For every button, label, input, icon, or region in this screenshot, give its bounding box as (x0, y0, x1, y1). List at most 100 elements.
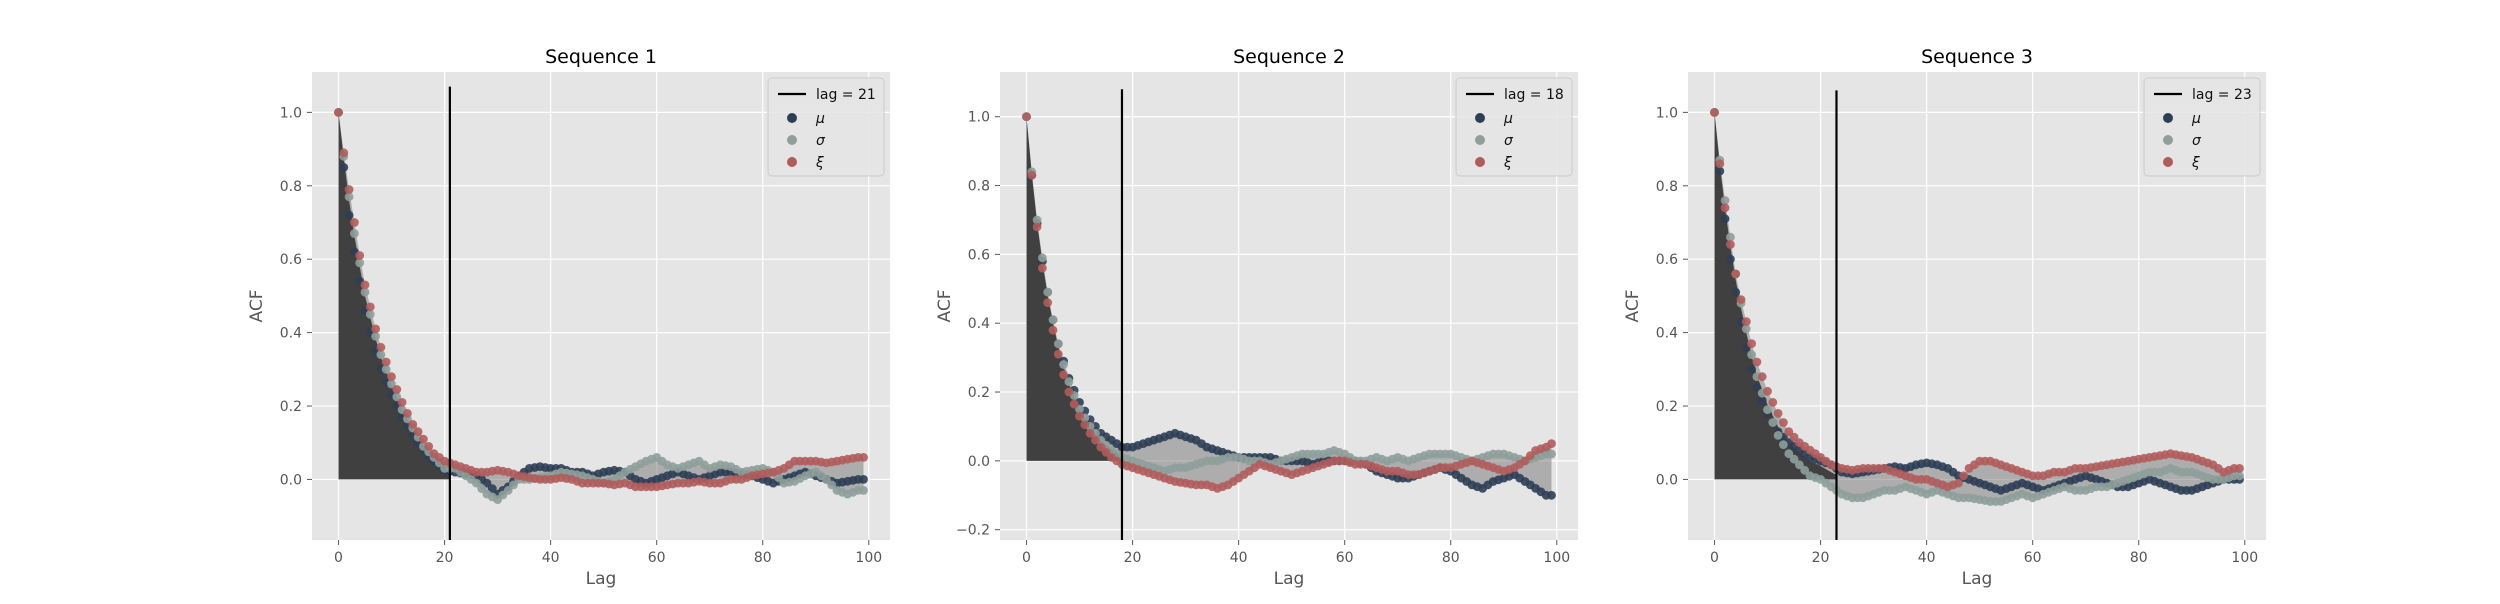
data-point (376, 342, 386, 352)
data-point (1715, 159, 1725, 169)
legend-box (767, 77, 885, 177)
legend-label-sigma: σ (1504, 133, 1514, 149)
data-point (381, 364, 391, 374)
y-tick-label: 0.8 (1656, 179, 1678, 195)
legend-label-xi: ξ (1503, 155, 1512, 171)
data-point (509, 480, 518, 490)
data-point (360, 287, 370, 297)
x-tick-label: 60 (648, 550, 666, 566)
chart-title: Sequence 3 (1921, 46, 2033, 68)
y-tick-label: 0.2 (280, 399, 302, 415)
data-point (376, 350, 386, 359)
data-point (1038, 263, 1047, 273)
data-point (1043, 287, 1053, 297)
legend-marker-xi (1475, 157, 1485, 167)
data-point (413, 427, 423, 437)
data-point (387, 379, 396, 389)
plot-area (334, 86, 868, 540)
data-point (355, 251, 365, 260)
data-point (1741, 324, 1751, 334)
series-xi (1710, 108, 2244, 492)
acf-spread-band (1714, 112, 2240, 502)
data-point (1043, 298, 1053, 307)
legend-marker-mu (1475, 113, 1485, 123)
data-point (1757, 396, 1767, 405)
series-xi (334, 108, 868, 492)
y-tick-label: 0.6 (280, 252, 302, 268)
legend-label-xi: ξ (2191, 155, 2200, 171)
y-tick-label: 0.2 (968, 385, 990, 401)
data-point (1959, 471, 1969, 481)
data-point (1731, 269, 1741, 279)
data-point (1752, 383, 1762, 393)
data-point (1789, 454, 1799, 464)
acf-area-fill (338, 112, 450, 480)
data-point (424, 442, 434, 451)
y-tick-label: 1.0 (968, 110, 990, 126)
data-point (1773, 409, 1783, 418)
y-tick-label: 0.0 (1656, 472, 1678, 488)
data-point (1726, 232, 1735, 242)
y-tick-label: 0.8 (968, 179, 990, 195)
data-point (365, 302, 375, 312)
legend-marker-sigma (2163, 135, 2173, 145)
data-point (859, 475, 868, 484)
data-point (1726, 240, 1735, 249)
data-point (355, 258, 365, 268)
data-point (1747, 350, 1756, 359)
data-point (344, 210, 354, 220)
x-tick-label: 0 (1022, 550, 1031, 566)
legend-marker-sigma (787, 135, 797, 145)
data-point (392, 385, 402, 394)
data-point (334, 108, 343, 117)
chart-panel-2: 0 20 40 60 80 100 −0.2 0.0 0.2 0.4 0.6 0.8 1.0 Sequen… (935, 46, 1578, 589)
data-point (1757, 372, 1767, 382)
data-point (1032, 222, 1042, 232)
x-tick-label: 100 (2231, 550, 2258, 566)
chart-title: Sequence 2 (1233, 46, 1345, 68)
y-tick-label: 1.0 (280, 105, 302, 121)
data-point (408, 420, 418, 429)
data-point (344, 192, 354, 202)
y-tick-label: 0.4 (968, 316, 990, 332)
plot-area (1022, 89, 1556, 540)
data-point (859, 486, 868, 495)
data-point (360, 280, 370, 290)
data-point (1747, 364, 1756, 374)
data-point (1795, 460, 1804, 470)
data-point (1715, 166, 1725, 176)
x-axis-label: Lag (1962, 569, 1993, 589)
legend-label-lag: lag = 21 (816, 87, 876, 103)
data-point (1064, 387, 1074, 397)
data-point (827, 480, 837, 490)
data-point (1784, 449, 1794, 459)
data-point (1752, 357, 1762, 367)
data-point (1085, 428, 1095, 438)
y-axis-label: ACF (935, 290, 955, 323)
legend-label-lag: lag = 23 (2192, 87, 2252, 103)
x-tick-label: 20 (1124, 550, 1142, 566)
data-point (1710, 108, 1719, 117)
data-point (1053, 339, 1063, 349)
data-point (381, 357, 391, 367)
legend-marker-mu (787, 113, 797, 123)
legend-label-sigma: σ (816, 133, 826, 149)
x-axis-label: Lag (586, 569, 617, 589)
data-point (1027, 170, 1037, 180)
data-point (1779, 418, 1788, 427)
data-point (1720, 196, 1730, 205)
series-xi (1022, 112, 1556, 493)
x-tick-label: 60 (1336, 550, 1354, 566)
data-point (392, 392, 402, 402)
data-point (1048, 325, 1058, 335)
x-tick-label: 20 (1812, 550, 1830, 566)
data-point (1779, 440, 1788, 449)
chart-panel-3: 0 20 40 60 80 100 0.0 0.2 0.4 0.6 0.8 1.0 Sequence 3… (1623, 46, 2266, 589)
data-point (1726, 254, 1735, 264)
x-tick-label: 60 (2024, 550, 2042, 566)
legend-label-mu: μ (2191, 111, 2201, 127)
legend: lag = 21 μσξ (767, 77, 885, 177)
data-point (1091, 435, 1100, 445)
chart-panel-1: 0 20 40 60 80 100 0.0 0.2 0.4 0.6 0.8 1.0 Sequence 1… (247, 46, 890, 589)
